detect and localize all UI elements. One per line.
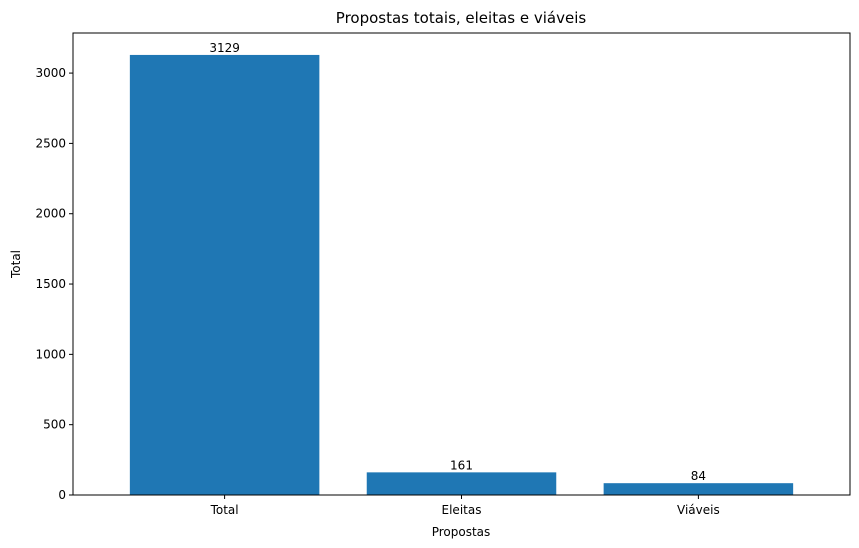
y-tick-label: 500 [43,418,66,432]
x-tick-label: Total [210,503,239,517]
y-tick-label: 2000 [35,207,66,221]
x-axis-label: Propostas [432,525,491,539]
x-tick-label: Viáveis [677,503,720,517]
y-tick-label: 0 [58,488,66,502]
bar-eleitas [366,472,557,495]
data-label: 84 [691,469,706,483]
bar-total [129,54,320,495]
data-label: 161 [450,458,473,472]
y-tick-label: 3000 [35,66,66,80]
ticks-group: Total Eleitas Viáveis 0 500 1000 1500 2000 2500 3… [35,66,719,517]
plot-frame [72,32,851,496]
chart-title: Propostas totais, eleitas e viáveis [336,9,587,27]
y-tick-label: 1500 [35,277,66,291]
y-axis-label: Total [9,250,23,279]
bar-viáveis [603,483,794,495]
y-tick-label: 2500 [35,136,66,150]
data-label: 3129 [209,41,240,55]
y-tick-label: 1000 [35,347,66,361]
x-tick-label: Eleitas [442,503,482,517]
bars-group: 3129 161 84 [129,41,794,495]
